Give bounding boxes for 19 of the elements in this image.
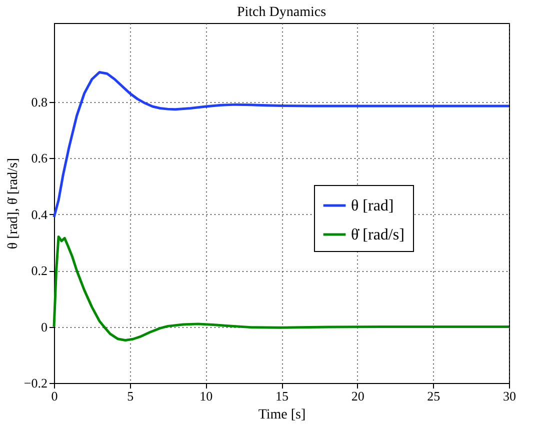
legend-label: θ [rad]: [351, 198, 394, 214]
line-series: [52, 70, 510, 218]
legend-label: θ̇ [rad/s]: [351, 226, 404, 244]
y-tick-label: −0.2: [24, 376, 48, 390]
x-tick-label: 20: [351, 388, 364, 404]
x-axis-title: Time [s]: [258, 408, 306, 422]
x-tick-label: 30: [503, 388, 516, 404]
x-tick-label: 5: [127, 388, 134, 404]
x-tick-label: 10: [200, 388, 213, 404]
x-tick-label: 25: [427, 388, 440, 404]
y-tick-label: 0: [41, 319, 48, 334]
chart-title: Pitch Dynamics: [236, 5, 326, 20]
x-tick-label: 0: [51, 388, 58, 404]
x-tick-label: 15: [276, 388, 288, 404]
y-tick-label: 0.4: [31, 206, 48, 222]
y-tick-label: 0.8: [31, 94, 48, 110]
y-tick-label: 0.6: [31, 150, 48, 166]
y-tick-label: 0.2: [31, 263, 48, 278]
y-axis-title: θ [rad], θ̇ [rad/s]: [6, 158, 21, 250]
